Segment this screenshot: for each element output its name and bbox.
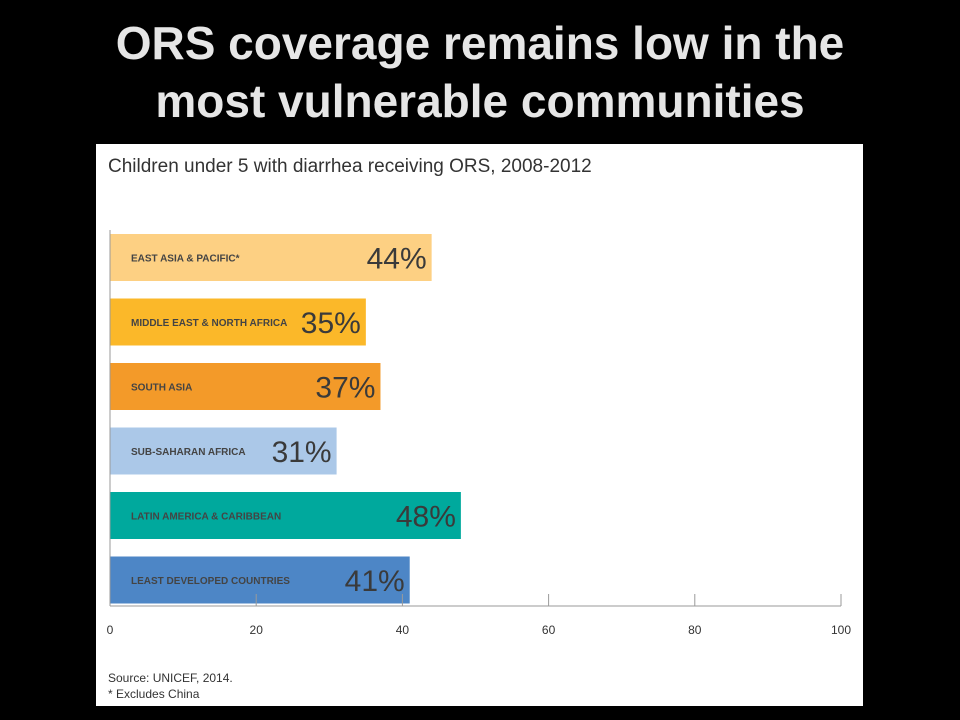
bar-value-label: 44% (367, 243, 427, 276)
bar-category-label: SOUTH ASIA (131, 383, 192, 394)
x-tick-label: 60 (542, 623, 556, 637)
bar-category-label: EAST ASIA & PACIFIC* (131, 254, 240, 265)
bar (110, 556, 410, 604)
bar-group: LEAST DEVELOPED COUNTRIES 41% (110, 556, 410, 604)
x-tick-label: 40 (396, 623, 410, 637)
slide-title-line-2: most vulnerable communities (155, 75, 805, 127)
bars-layer: EAST ASIA & PACIFIC* 44%MIDDLE EAST & NOR… (110, 234, 461, 604)
bar (110, 427, 337, 475)
bar-value-label: 37% (315, 372, 375, 405)
x-axis: 0 20 40 60 80 100 (107, 230, 851, 637)
bar-group: LATIN AMERICA & CARIBBEAN 48% (110, 492, 461, 539)
chart-panel: Children under 5 with diarrhea receiving… (96, 144, 863, 706)
bar-group: SOUTH ASIA 37% (110, 363, 381, 410)
bar-value-label: 31% (272, 436, 332, 469)
bar-value-label: 48% (396, 501, 456, 534)
bar-value-label: 41% (345, 565, 405, 598)
bar (110, 234, 432, 281)
bar-group: MIDDLE EAST & NORTH AFRICA 35% (110, 298, 366, 346)
x-tick-label: 0 (107, 623, 114, 637)
bar (110, 298, 366, 346)
bar (110, 492, 461, 539)
x-tick-label: 80 (688, 623, 702, 637)
x-tick-label: 100 (831, 623, 851, 637)
bar (110, 363, 381, 410)
bar-group: SUB-SAHARAN AFRICA 31% (110, 427, 337, 475)
slide-title-line-1: ORS coverage remains low in the (115, 17, 845, 69)
bar-value-label: 35% (301, 307, 361, 340)
bar-category-label: SUB-SAHARAN AFRICA (131, 447, 246, 458)
bar-group: EAST ASIA & PACIFIC* 44% (110, 234, 432, 281)
bar-category-label: LATIN AMERICA & CARIBBEAN (131, 512, 281, 523)
bar-chart: Children under 5 with diarrhea receiving… (107, 156, 852, 701)
slide-title: ORS coverage remains low in the most vul… (0, 14, 960, 130)
source-note: Source: UNICEF, 2014. (108, 671, 233, 685)
bar-category-label: MIDDLE EAST & NORTH AFRICA (131, 318, 287, 329)
x-tick-label: 20 (250, 623, 264, 637)
chart-title: Children under 5 with diarrhea receiving… (108, 156, 592, 177)
bar-category-label: LEAST DEVELOPED COUNTRIES (131, 576, 290, 587)
footnote: * Excludes China (108, 687, 200, 701)
